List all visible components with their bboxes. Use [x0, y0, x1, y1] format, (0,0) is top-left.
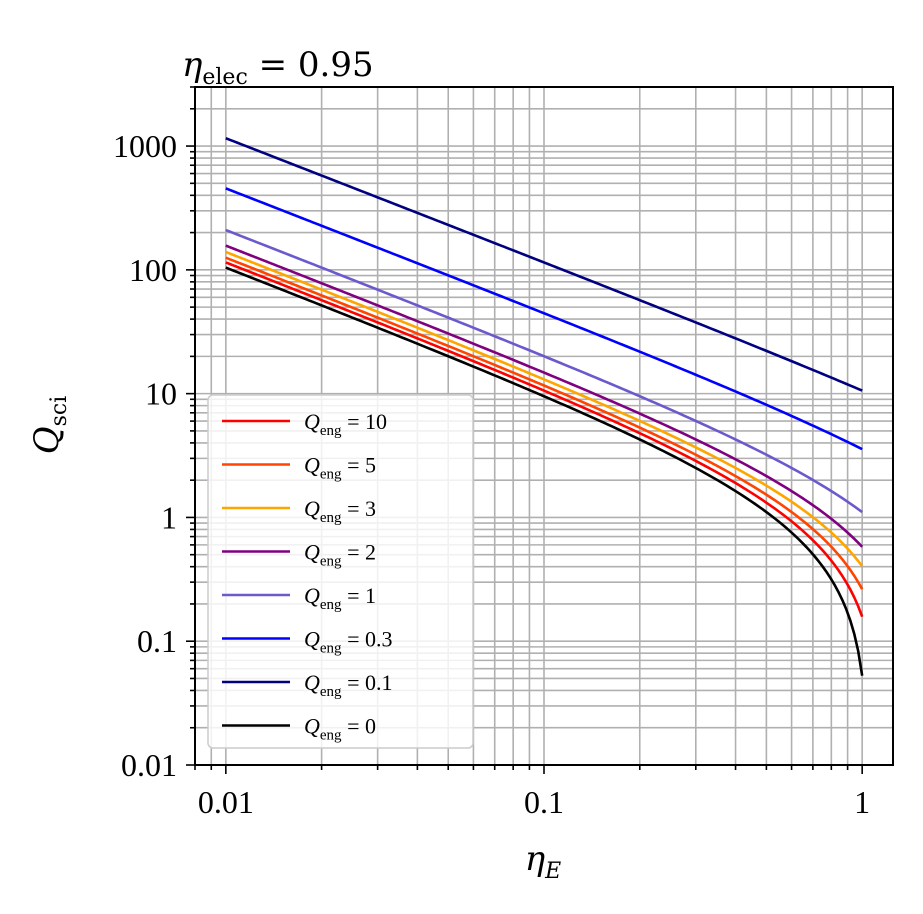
series-line [225, 256, 864, 590]
x-tick-label: 0.1 [524, 784, 564, 820]
y-tick-label: 1000 [113, 128, 177, 164]
series-line [225, 228, 863, 514]
legend-label: Qeng = 2 [304, 540, 376, 570]
series-line [225, 187, 863, 451]
legend-box [207, 394, 474, 749]
series-lines [225, 137, 864, 676]
legend-label: Qeng = 5 [304, 453, 376, 483]
series-line [225, 137, 863, 392]
legend-label: Qeng = 3 [304, 496, 376, 526]
x-tick-label: 0.01 [198, 784, 254, 820]
y-tick-label: 10 [145, 376, 177, 412]
ticks: 0.01 0.1 1 0.01 0.1 1 10 100 1000 [113, 86, 870, 820]
y-tick-label: 1 [161, 499, 177, 535]
series-line [225, 266, 864, 676]
series-line [225, 244, 864, 548]
series-line [225, 250, 864, 568]
legend-label: Qeng = 0 [304, 714, 376, 744]
x-axis-label: ηE [525, 839, 561, 884]
legend: Qeng = 10 Qeng = 5 Qeng = 3 Qeng = 2 Qeng = … [207, 394, 474, 749]
grid [194, 86, 893, 766]
legend-label: Qeng = 0.1 [304, 670, 392, 700]
x-tick-label: 1 [854, 784, 870, 820]
series-line [225, 261, 864, 618]
legend-label: Qeng = 0.3 [304, 627, 392, 657]
y-tick-label: 0.1 [137, 623, 177, 659]
y-axis-label: Qsci [27, 396, 72, 455]
y-tick-label: 100 [129, 252, 177, 288]
legend-label: Qeng = 1 [304, 583, 376, 613]
legend-label: Qeng = 10 [304, 409, 387, 439]
y-tick-label: 0.01 [121, 747, 177, 783]
chart-title: ηelec = 0.95 [182, 45, 374, 90]
